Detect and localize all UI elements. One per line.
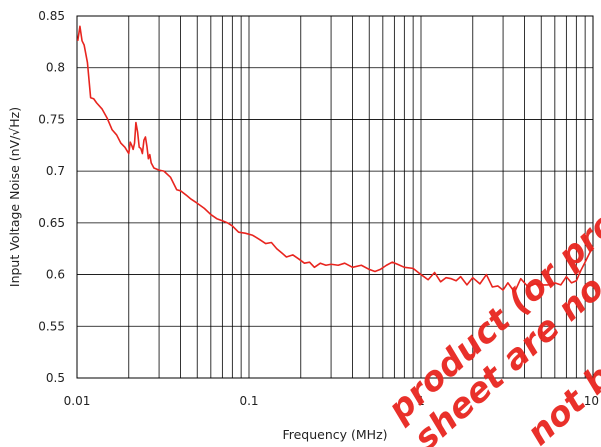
y-tick-label: 0.65 <box>38 216 65 230</box>
y-tick-label: 0.8 <box>46 61 65 75</box>
x-tick-label: 1 <box>417 394 425 408</box>
plot-frame <box>76 15 594 379</box>
y-tick-label: 0.75 <box>38 112 65 126</box>
y-tick-label: 0.7 <box>46 164 65 178</box>
x-tick-labels: 0.01 0.1 1 10 <box>64 394 599 408</box>
y-tick-label: 0.5 <box>46 371 65 385</box>
grid <box>77 16 593 378</box>
x-tick-label: 0.01 <box>64 394 91 408</box>
noise-series-line <box>76 25 594 293</box>
x-tick-label: 0.1 <box>239 394 258 408</box>
y-tick-label: 0.55 <box>38 319 65 333</box>
y-tick-label: 0.6 <box>46 268 65 282</box>
y-tick-label: 0.85 <box>38 9 65 23</box>
y-axis-title: Input Voltage Noise (nV/√Hz) <box>7 107 22 287</box>
x-axis-title: Frequency (MHz) <box>282 427 387 442</box>
x-tick-label: 10 <box>584 394 599 408</box>
y-tick-labels: 0.5 0.55 0.6 0.65 0.7 0.75 0.8 0.85 <box>38 9 65 385</box>
